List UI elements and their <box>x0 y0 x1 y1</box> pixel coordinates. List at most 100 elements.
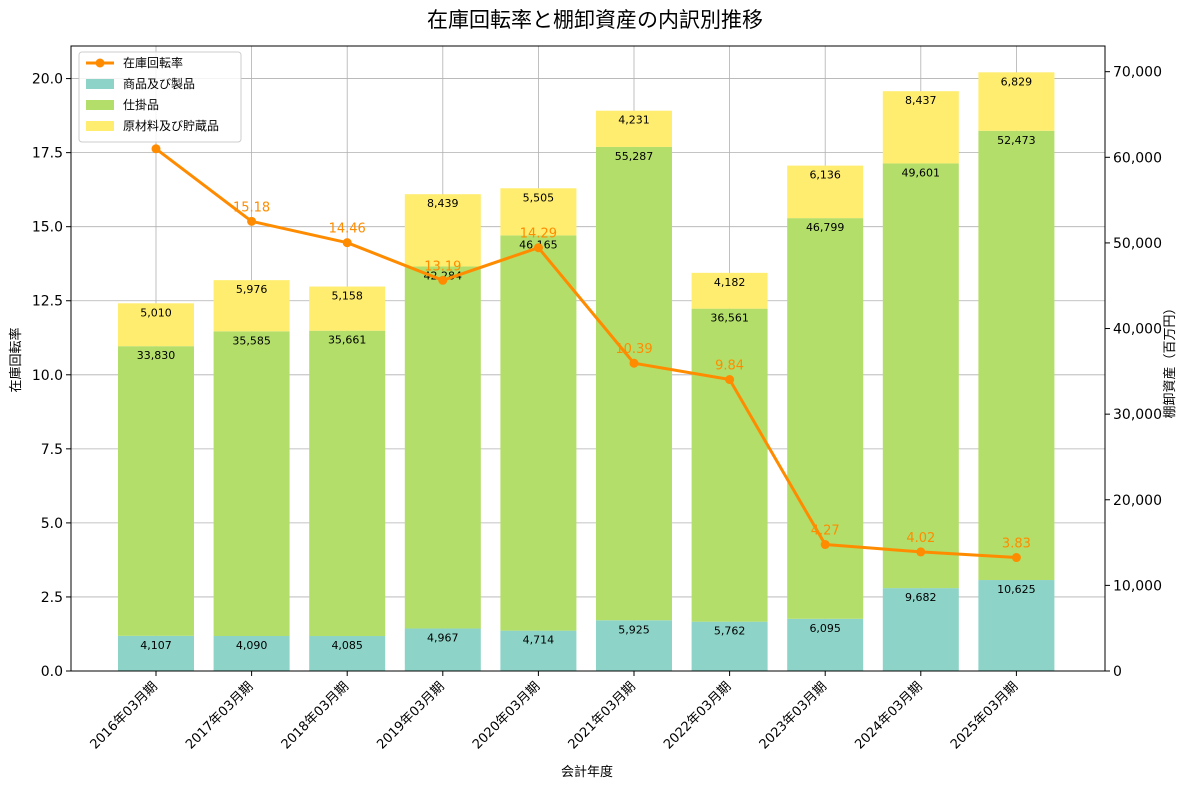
bar-segment <box>882 163 959 589</box>
left-tick-label: 0.0 <box>41 664 63 680</box>
bar-data-label: 9,682 <box>905 591 937 604</box>
turnover-point <box>533 243 543 253</box>
bar-data-label: 35,661 <box>328 334 367 347</box>
bar-segment <box>787 165 864 219</box>
bar-data-label: 6,136 <box>809 169 841 182</box>
legend-swatch <box>86 100 114 110</box>
bar-data-label: 4,967 <box>427 631 459 644</box>
turnover-point <box>916 547 926 557</box>
bar-segment <box>118 303 194 347</box>
bar-segment <box>404 266 481 629</box>
bar-data-label: 5,925 <box>618 623 650 636</box>
turnover-point <box>725 375 735 385</box>
bar-segment <box>213 331 290 636</box>
bar-data-label: 8,437 <box>905 94 937 107</box>
bar-segment <box>213 280 290 332</box>
bar-data-label: 5,010 <box>140 306 172 319</box>
right-axis-label: 棚卸資産（百万円） <box>1162 301 1178 418</box>
bar-segment <box>691 621 768 671</box>
bar-segment <box>309 330 386 637</box>
x-tick-label: 2023年03月期 <box>757 679 830 752</box>
bar-labels: 4,107 33,830 5,010 4,090 35,585 5,976 4,085 35,… <box>137 75 1036 652</box>
left-axis: 0.0 2.5 5.0 7.5 10.0 12.5 15.0 17.5 20.0 <box>32 72 71 680</box>
x-axis-label: 会計年度 <box>561 764 613 780</box>
bar-data-label: 33,830 <box>137 349 176 362</box>
bar-segment <box>118 635 194 671</box>
bar-data-label: 49,601 <box>902 166 941 179</box>
x-tick-label: 2017年03月期 <box>183 679 256 752</box>
bar-segment <box>404 628 481 671</box>
bar-data-label: 5,505 <box>523 191 555 204</box>
left-tick-label: 12.5 <box>32 294 63 310</box>
bar-segment <box>596 146 672 621</box>
right-tick-label: 0 <box>1113 664 1122 680</box>
left-tick-label: 15.0 <box>32 220 63 236</box>
turnover-line <box>155 147 1017 560</box>
legend-label: 仕掛品 <box>123 97 159 112</box>
bar-segment <box>787 218 864 619</box>
bar-segment <box>404 194 481 267</box>
bar-data-label: 4,231 <box>618 114 650 127</box>
bar-data-label: 35,585 <box>232 334 271 347</box>
bar-data-label: 8,439 <box>427 197 459 210</box>
turnover-data-label: 3.83 <box>1002 537 1031 552</box>
turnover-data-label: 15.18 <box>233 200 270 215</box>
right-tick-label: 40,000 <box>1113 322 1162 338</box>
turnover-data-label: 4.27 <box>811 524 840 539</box>
bar-segment <box>978 580 1055 671</box>
bar-segment <box>213 635 290 671</box>
legend-label: 原材料及び貯蔵品 <box>123 119 219 133</box>
x-axis: 2016年03月期 2017年03月期 2018年03月期 2019年03月期 2020… <box>88 671 1021 753</box>
bar-data-label: 36,561 <box>710 312 749 325</box>
turnover-data-label: 14.46 <box>329 222 366 237</box>
bar-data-label: 5,762 <box>714 625 746 638</box>
bar-segment <box>500 235 577 631</box>
x-tick-label: 2020年03月期 <box>470 679 543 752</box>
bar-data-label: 4,107 <box>140 639 172 652</box>
bar-segment <box>882 91 959 164</box>
turnover-data-label: 9.84 <box>715 359 744 374</box>
bar-segment <box>118 346 194 636</box>
left-tick-label: 20.0 <box>32 72 63 88</box>
left-tick-label: 2.5 <box>41 590 63 606</box>
legend-swatch <box>86 121 114 131</box>
turnover-point <box>342 238 352 248</box>
left-axis-label: 在庫回転率 <box>8 327 24 392</box>
turnover-point <box>247 216 257 226</box>
legend-label: 商品及び製品 <box>123 76 195 91</box>
bar-segment <box>787 618 864 671</box>
chart-title: 在庫回転率と棚卸資産の内訳別推移 <box>427 8 763 32</box>
turnover-data-label: 4.02 <box>906 531 935 546</box>
bar-data-label: 6,829 <box>1001 75 1033 88</box>
bar-data-label: 10,625 <box>997 583 1036 596</box>
left-tick-label: 5.0 <box>41 516 63 532</box>
bar-data-label: 4,714 <box>523 634 555 647</box>
bars <box>118 72 1055 671</box>
bar-segment <box>978 130 1055 581</box>
bar-segment <box>309 636 386 671</box>
line-series: 15.18 14.46 13.19 14.29 10.39 9.84 4.27 4.02 3.8… <box>151 144 1031 563</box>
x-tick-label: 2019年03月期 <box>374 679 447 752</box>
bar-data-label: 5,976 <box>236 283 268 296</box>
legend-label: 在庫回転率 <box>123 55 183 70</box>
x-tick-label: 2022年03月期 <box>661 679 734 752</box>
turnover-data-label: 13.19 <box>424 259 461 274</box>
right-tick-label: 70,000 <box>1113 65 1162 81</box>
bar-segment <box>691 308 768 622</box>
legend-swatch <box>86 79 114 89</box>
turnover-data-label: 14.29 <box>520 227 557 242</box>
left-tick-label: 17.5 <box>32 146 63 162</box>
right-axis: 0 10,000 20,000 30,000 40,000 50,000 60,000 70,… <box>1105 65 1162 680</box>
bar-segment <box>500 630 577 671</box>
legend-swatch-marker <box>95 58 105 68</box>
bar-segment <box>309 286 386 331</box>
turnover-point <box>151 144 161 154</box>
bar-segment <box>596 110 672 147</box>
bar-segment <box>978 72 1055 131</box>
left-tick-label: 7.5 <box>41 442 63 458</box>
legend-frame <box>78 51 242 143</box>
turnover-point <box>1011 553 1021 563</box>
plot-frame <box>70 45 1106 672</box>
